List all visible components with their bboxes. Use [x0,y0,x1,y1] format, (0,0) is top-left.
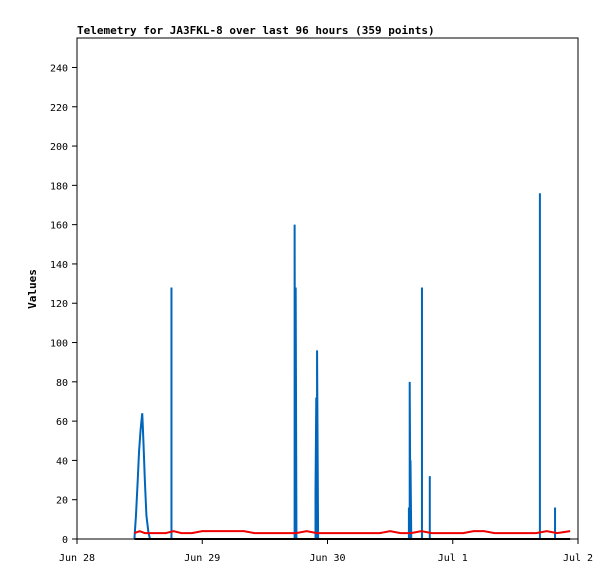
y-tick-label: 80 [56,378,68,389]
y-tick-label: 220 [50,103,68,114]
y-tick-label: 120 [50,299,68,310]
y-tick-label: 200 [50,142,68,153]
y-axis-label: Values [26,269,39,309]
chart-title: Telemetry for JA3FKL-8 over last 96 hour… [77,24,435,37]
y-tick-label: 60 [56,417,68,428]
x-tick-label: Jun 28 [59,553,95,564]
y-tick-label: 40 [56,456,68,467]
series-line-2 [134,530,571,535]
y-tick-label: 20 [56,496,68,507]
y-tick-label: 140 [50,260,68,271]
x-tick-label: Jul 1 [438,553,468,564]
y-tick-label: 0 [62,535,68,546]
x-tick-label: Jun 30 [309,553,345,564]
y-tick-label: 180 [50,181,68,192]
x-tick-label: Jun 29 [184,553,220,564]
y-tick-label: 100 [50,339,68,350]
series-layer [133,193,571,540]
x-tick-label: Jul 2 [563,553,593,564]
y-tick-label: 240 [50,63,68,74]
y-tick-label: 160 [50,221,68,232]
series-line-1 [133,193,558,540]
y-axis: 0 20 40 60 80 100 120 140 160 180 200 220 240 [50,63,77,546]
